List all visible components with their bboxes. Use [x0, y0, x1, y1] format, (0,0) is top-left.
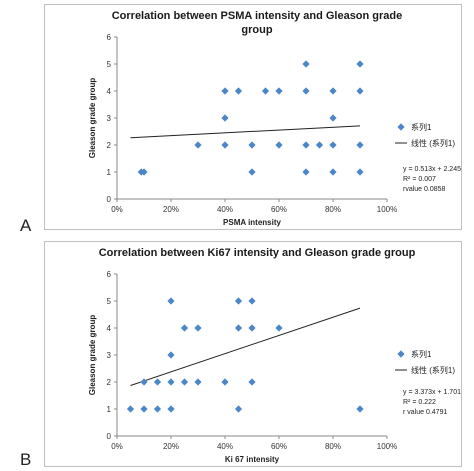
y-tick-label: 3: [107, 114, 112, 123]
data-point: [356, 60, 364, 68]
data-point: [194, 324, 202, 332]
data-point: [234, 297, 243, 305]
data-point: [248, 168, 256, 176]
x-axis-label: PSMA intensity: [223, 218, 281, 227]
data-point: [140, 168, 148, 176]
y-tick-label: 2: [107, 378, 112, 387]
data-point: [275, 141, 283, 149]
y-tick-label: 0: [107, 432, 112, 441]
legend-marker-series: [397, 123, 405, 131]
data-point: [248, 324, 256, 332]
x-tick-label: 100%: [377, 442, 397, 451]
data-point: [261, 87, 270, 95]
data-point: [221, 114, 229, 122]
data-point: [302, 87, 310, 95]
data-point: [329, 87, 337, 95]
y-tick-label: 5: [107, 297, 112, 306]
data-point: [194, 141, 202, 149]
data-point: [275, 87, 283, 95]
legend-marker-series: [397, 350, 405, 358]
panel-label-a: A: [20, 216, 32, 235]
x-tick-label: 80%: [325, 442, 341, 451]
data-point: [356, 405, 364, 413]
trendline: [130, 125, 361, 139]
chart-title-line: group: [241, 24, 272, 36]
chart-title-line: Correlation between Ki67 intensity and G…: [99, 247, 416, 259]
x-tick-label: 40%: [217, 442, 233, 451]
data-point: [302, 60, 310, 68]
y-tick-label: 6: [107, 33, 112, 42]
data-point: [221, 141, 229, 149]
x-tick-label: 40%: [217, 205, 233, 214]
data-point: [234, 405, 243, 413]
data-point: [248, 297, 256, 305]
data-point: [248, 141, 256, 149]
chart-panel-a: Correlation between PSMA intensity and G…: [44, 4, 462, 230]
x-tick-label: 0%: [111, 205, 123, 214]
y-tick-label: 5: [107, 60, 112, 69]
data-point: [167, 378, 175, 386]
data-point: [153, 405, 162, 413]
data-point: [329, 114, 337, 122]
data-point: [180, 378, 189, 386]
y-tick-label: 0: [107, 195, 112, 204]
chart-panel-b: Correlation between Ki67 intensity and G…: [44, 241, 462, 467]
data-point: [140, 405, 148, 413]
x-tick-label: 60%: [271, 205, 287, 214]
data-point: [356, 87, 364, 95]
legend-label-series: 系列1: [411, 349, 432, 359]
data-point: [167, 405, 175, 413]
data-point: [275, 324, 283, 332]
x-tick-label: 100%: [377, 205, 397, 214]
trendline: [130, 307, 361, 386]
data-point: [329, 141, 337, 149]
chart-a-svg: Correlation between PSMA intensity and G…: [88, 10, 461, 227]
x-tick-label: 80%: [325, 205, 341, 214]
data-point: [221, 378, 229, 386]
data-point: [140, 378, 148, 386]
x-tick-label: 20%: [163, 442, 179, 451]
y-axis-label: Gleason grade group: [88, 78, 97, 159]
chart-title-line: Correlation between PSMA intensity and G…: [112, 10, 403, 22]
equation-annotation: y = 3.373x + 1.701: [403, 389, 461, 396]
y-tick-label: 1: [107, 405, 112, 414]
data-point: [356, 168, 364, 176]
data-point: [126, 405, 135, 413]
data-point: [329, 168, 337, 176]
y-tick-label: 3: [107, 351, 112, 360]
x-tick-label: 20%: [163, 205, 179, 214]
equation-annotation: R² = 0.222: [403, 399, 436, 406]
data-point: [221, 87, 229, 95]
y-tick-label: 4: [107, 87, 112, 96]
data-point: [180, 324, 189, 332]
data-point: [167, 297, 175, 305]
y-tick-label: 1: [107, 168, 112, 177]
data-point: [234, 324, 243, 332]
x-tick-label: 60%: [271, 442, 287, 451]
legend-label-trendline: 线性 (系列1): [411, 138, 455, 148]
x-axis-label: Ki 67 intensity: [225, 455, 280, 464]
data-point: [356, 141, 364, 149]
equation-annotation: r value 0.4791: [403, 409, 447, 416]
equation-annotation: rvalue 0.0858: [403, 186, 446, 193]
data-point: [153, 378, 162, 386]
data-point: [302, 168, 310, 176]
equation-annotation: y = 0.513x + 2.245: [403, 166, 461, 173]
data-point: [315, 141, 324, 149]
data-point: [234, 87, 243, 95]
data-point: [302, 141, 310, 149]
y-tick-label: 2: [107, 141, 112, 150]
data-point: [167, 351, 175, 359]
y-tick-label: 6: [107, 270, 112, 279]
panel-label-b: B: [20, 450, 32, 469]
data-point: [248, 378, 256, 386]
x-tick-label: 0%: [111, 442, 123, 451]
y-axis-label: Gleason grade group: [88, 315, 97, 396]
legend-label-trendline: 线性 (系列1): [411, 365, 455, 375]
equation-annotation: R² = 0.007: [403, 176, 436, 183]
legend-label-series: 系列1: [411, 122, 432, 132]
y-tick-label: 4: [107, 324, 112, 333]
data-point: [194, 378, 202, 386]
chart-b-svg: Correlation between Ki67 intensity and G…: [88, 247, 461, 464]
